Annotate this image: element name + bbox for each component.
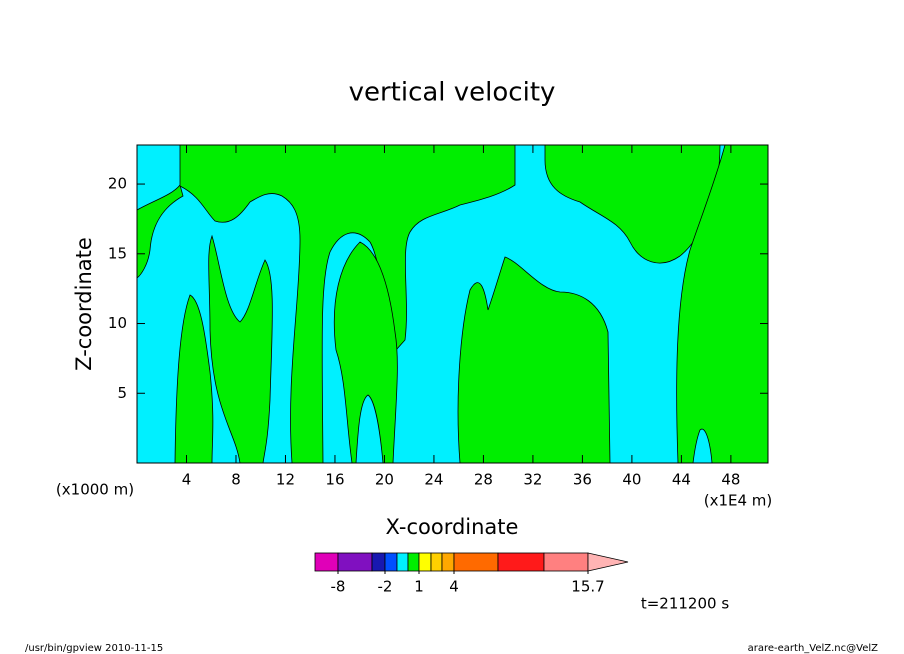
y-tick-label: 20 — [108, 175, 127, 193]
contour-fill — [136, 184, 184, 279]
chart-title: vertical velocity — [349, 78, 556, 108]
colorbar-segment — [441, 552, 455, 572]
y-tick-label: 10 — [108, 314, 127, 332]
x-tick-label: 16 — [325, 471, 344, 489]
colorbar-tick-label: 15.7 — [571, 578, 604, 596]
footer: /usr/bin/gpview 2010-11-15 — [25, 643, 163, 654]
colorbar-segment — [430, 552, 443, 572]
contour-fill — [676, 144, 769, 464]
colorbar-segment — [314, 552, 339, 572]
x-tick-label: 48 — [721, 471, 740, 489]
colorbar-segment — [543, 552, 589, 572]
x-tick-label: 28 — [474, 471, 493, 489]
x-tick-label: 4 — [182, 471, 192, 489]
colorbar-tick-label: -8 — [331, 578, 346, 596]
colorbar-segment — [384, 552, 398, 572]
x-tick-label: 44 — [672, 471, 691, 489]
x-tick-label: 8 — [231, 471, 241, 489]
colorbar-tick-label: 4 — [449, 578, 459, 596]
contour-fill — [333, 241, 398, 464]
x-unit: (x1E4 m) — [704, 492, 773, 510]
colorbar-segment — [453, 552, 499, 572]
y-axis-label: Z-coordinate — [72, 237, 96, 371]
x-tick-label: 40 — [622, 471, 641, 489]
footer: arare-earth_VelZ.nc@VelZ — [748, 643, 879, 654]
x-tick-label: 12 — [276, 471, 295, 489]
x-tick-label: 24 — [424, 471, 443, 489]
contour-fill — [208, 234, 273, 464]
contour-fill — [457, 256, 611, 464]
x-axis-label: X-coordinate — [386, 515, 519, 539]
plot-frame — [136, 144, 769, 464]
x-tick-label: 20 — [375, 471, 394, 489]
colorbar-segment — [337, 552, 373, 572]
colorbar-segment — [418, 552, 432, 572]
y-tick-label: 15 — [108, 244, 127, 262]
colorbar-segment — [497, 552, 545, 572]
colorbar-segment — [371, 552, 386, 572]
time-label: t=211200 s — [641, 595, 729, 613]
contour-fill — [174, 294, 214, 464]
x-tick-label: 32 — [523, 471, 542, 489]
x-unit: (x1000 m) — [56, 481, 134, 499]
contour-fill — [179, 144, 516, 464]
colorbar-extension — [587, 552, 629, 572]
colorbar-tick-label: 1 — [414, 578, 424, 596]
colorbar: -8 -2 1 4 15.7 — [314, 552, 629, 596]
colorbar-tick-label: -2 — [378, 578, 393, 596]
colorbar-segment — [396, 552, 409, 572]
x-tick-label: 36 — [573, 471, 592, 489]
colorbar-segment — [407, 552, 420, 572]
contour-field — [136, 144, 769, 464]
y-tick-label: 5 — [117, 384, 127, 402]
